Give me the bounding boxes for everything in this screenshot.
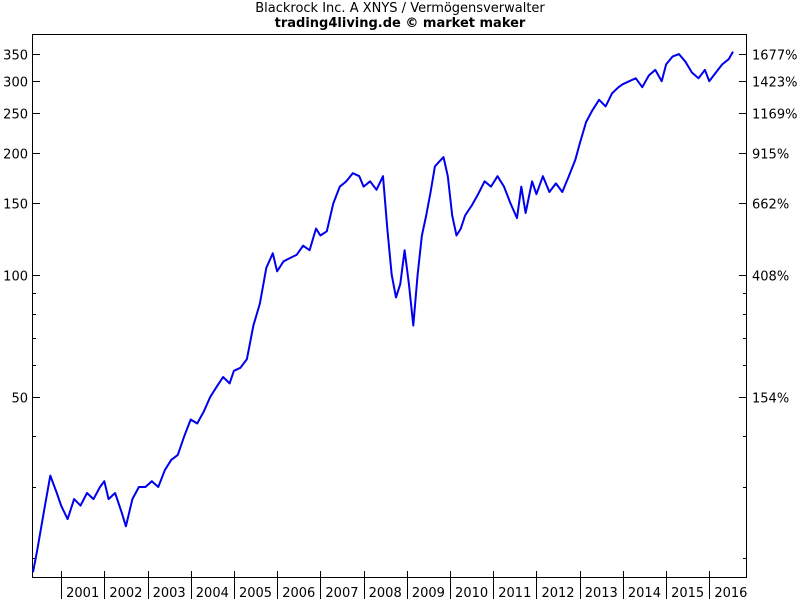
x-tick-label: 2014 [628,586,661,600]
y-tick-label-left: 100 [3,270,28,285]
x-tick-label: 2006 [282,586,315,600]
y-tick-label-right: 1423% [752,76,797,91]
x-tick-label: 2009 [412,586,445,600]
chart-title: Blackrock Inc. A XNYS / Vermögensverwalt… [255,1,545,16]
x-tick-label: 2011 [498,586,531,600]
x-tick-label: 2002 [109,586,142,600]
y-tick-label-left: 250 [3,108,28,123]
x-tick-label: 2016 [714,586,747,600]
x-tick-label: 2015 [671,586,704,600]
x-tick-label: 2004 [196,586,229,600]
price-line [32,51,734,573]
x-tick-label: 2005 [239,586,272,600]
y-tick-label-right: 915% [752,148,789,163]
y-tick-label-right: 408% [752,270,789,285]
y-tick-label-left: 350 [3,49,28,64]
y-tick-label-left: 200 [3,148,28,163]
x-tick-label: 2007 [325,586,358,600]
y-tick-label-left: 300 [3,76,28,91]
y-tick-label-right: 662% [752,198,789,213]
x-tick-label: 2010 [455,586,488,600]
x-tick-label: 2008 [369,586,402,600]
x-tick-label: 2013 [585,586,618,600]
y-tick-label-right: 1677% [752,49,797,64]
y-tick-label-right: 154% [752,392,789,407]
y-tick-label-left: 150 [3,198,28,213]
x-tick-label: 2003 [153,586,186,600]
chart-subtitle: trading4living.de © market maker [274,16,526,31]
y-tick-label-right: 1169% [752,108,797,123]
y-tick-label-left: 50 [11,392,28,407]
x-tick-label: 2012 [541,586,574,600]
plot-area-frame [32,34,747,578]
x-tick-label: 2001 [66,586,99,600]
